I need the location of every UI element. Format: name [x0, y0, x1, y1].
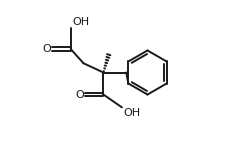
Text: O: O: [75, 90, 84, 100]
Text: OH: OH: [72, 17, 89, 27]
Text: OH: OH: [123, 108, 140, 118]
Text: O: O: [42, 44, 51, 54]
